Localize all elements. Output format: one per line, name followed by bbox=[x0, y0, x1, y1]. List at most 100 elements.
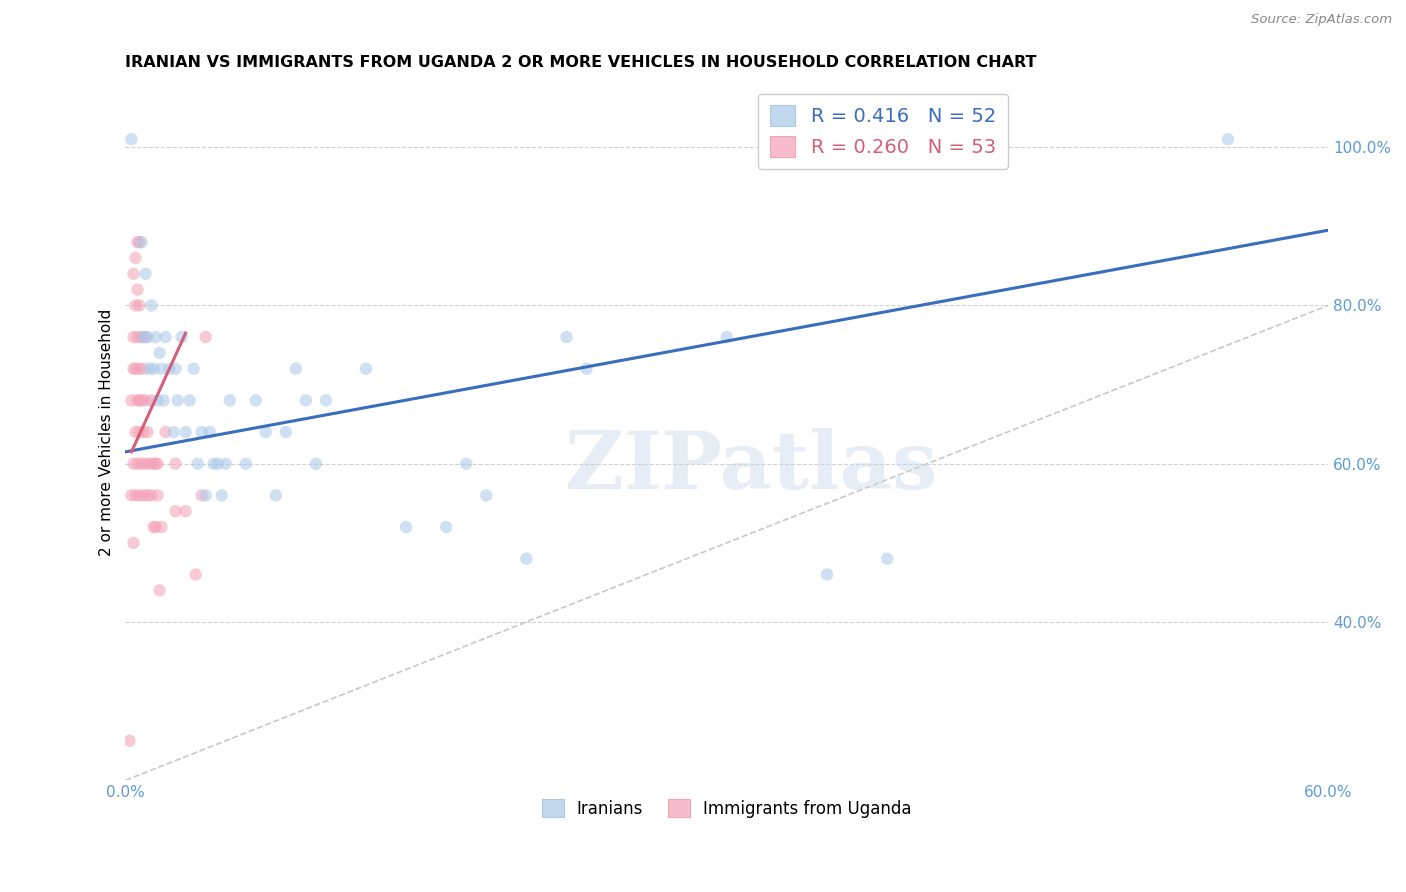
Point bbox=[218, 393, 240, 408]
Point bbox=[145, 457, 167, 471]
Point bbox=[575, 361, 598, 376]
Point bbox=[148, 346, 170, 360]
Point bbox=[174, 425, 197, 439]
Point bbox=[475, 488, 498, 502]
Point bbox=[165, 504, 187, 518]
Legend: Iranians, Immigrants from Uganda: Iranians, Immigrants from Uganda bbox=[536, 792, 918, 824]
Point bbox=[166, 393, 188, 408]
Point bbox=[128, 425, 150, 439]
Point bbox=[264, 488, 287, 502]
Point bbox=[131, 330, 153, 344]
Point bbox=[128, 361, 150, 376]
Point bbox=[187, 457, 209, 471]
Point bbox=[136, 488, 159, 502]
Point bbox=[134, 393, 156, 408]
Point bbox=[305, 457, 328, 471]
Point bbox=[132, 488, 155, 502]
Point bbox=[876, 551, 898, 566]
Point bbox=[555, 330, 578, 344]
Text: ZIPatlas: ZIPatlas bbox=[565, 428, 936, 506]
Point bbox=[122, 267, 145, 281]
Point bbox=[127, 235, 149, 249]
Point bbox=[132, 330, 155, 344]
Point bbox=[179, 393, 201, 408]
Point bbox=[215, 457, 238, 471]
Point bbox=[145, 520, 167, 534]
Point bbox=[141, 393, 163, 408]
Point bbox=[202, 457, 225, 471]
Point bbox=[515, 551, 537, 566]
Point bbox=[155, 425, 177, 439]
Point bbox=[815, 567, 838, 582]
Point bbox=[152, 393, 174, 408]
Point bbox=[716, 330, 738, 344]
Point bbox=[162, 425, 184, 439]
Y-axis label: 2 or more Vehicles in Household: 2 or more Vehicles in Household bbox=[100, 309, 114, 556]
Point bbox=[122, 536, 145, 550]
Point bbox=[131, 457, 153, 471]
Point bbox=[122, 361, 145, 376]
Point bbox=[146, 488, 169, 502]
Point bbox=[190, 488, 212, 502]
Point bbox=[124, 425, 146, 439]
Point bbox=[124, 251, 146, 265]
Point bbox=[132, 425, 155, 439]
Point bbox=[155, 330, 177, 344]
Point bbox=[235, 457, 257, 471]
Point bbox=[134, 330, 156, 344]
Point bbox=[138, 457, 160, 471]
Point bbox=[284, 361, 307, 376]
Point bbox=[198, 425, 221, 439]
Point bbox=[128, 235, 150, 249]
Point bbox=[146, 457, 169, 471]
Point bbox=[127, 457, 149, 471]
Point bbox=[124, 361, 146, 376]
Point bbox=[211, 488, 233, 502]
Text: Source: ZipAtlas.com: Source: ZipAtlas.com bbox=[1251, 13, 1392, 27]
Point bbox=[184, 567, 207, 582]
Point bbox=[127, 330, 149, 344]
Point bbox=[118, 733, 141, 747]
Text: IRANIAN VS IMMIGRANTS FROM UGANDA 2 OR MORE VEHICLES IN HOUSEHOLD CORRELATION CH: IRANIAN VS IMMIGRANTS FROM UGANDA 2 OR M… bbox=[125, 55, 1038, 70]
Point bbox=[124, 488, 146, 502]
Point bbox=[121, 132, 143, 146]
Point bbox=[194, 330, 217, 344]
Point bbox=[354, 361, 377, 376]
Point bbox=[150, 520, 173, 534]
Point bbox=[121, 393, 143, 408]
Point bbox=[142, 520, 165, 534]
Point bbox=[128, 393, 150, 408]
Point bbox=[190, 425, 212, 439]
Point bbox=[165, 457, 187, 471]
Point bbox=[141, 298, 163, 312]
Point bbox=[124, 298, 146, 312]
Point bbox=[146, 393, 169, 408]
Point bbox=[138, 361, 160, 376]
Point bbox=[136, 330, 159, 344]
Point bbox=[165, 361, 187, 376]
Point bbox=[254, 425, 277, 439]
Point bbox=[183, 361, 205, 376]
Point bbox=[127, 283, 149, 297]
Point bbox=[121, 488, 143, 502]
Point bbox=[142, 361, 165, 376]
Point bbox=[122, 330, 145, 344]
Point bbox=[134, 267, 156, 281]
Point bbox=[315, 393, 337, 408]
Point bbox=[131, 393, 153, 408]
Point bbox=[434, 520, 457, 534]
Point bbox=[142, 457, 165, 471]
Point bbox=[170, 330, 193, 344]
Point bbox=[122, 457, 145, 471]
Point bbox=[148, 583, 170, 598]
Point bbox=[127, 393, 149, 408]
Point bbox=[274, 425, 297, 439]
Point bbox=[145, 330, 167, 344]
Point bbox=[207, 457, 229, 471]
Point bbox=[128, 488, 150, 502]
Point bbox=[159, 361, 181, 376]
Point bbox=[245, 393, 267, 408]
Point bbox=[136, 425, 159, 439]
Point bbox=[150, 361, 173, 376]
Point bbox=[128, 298, 150, 312]
